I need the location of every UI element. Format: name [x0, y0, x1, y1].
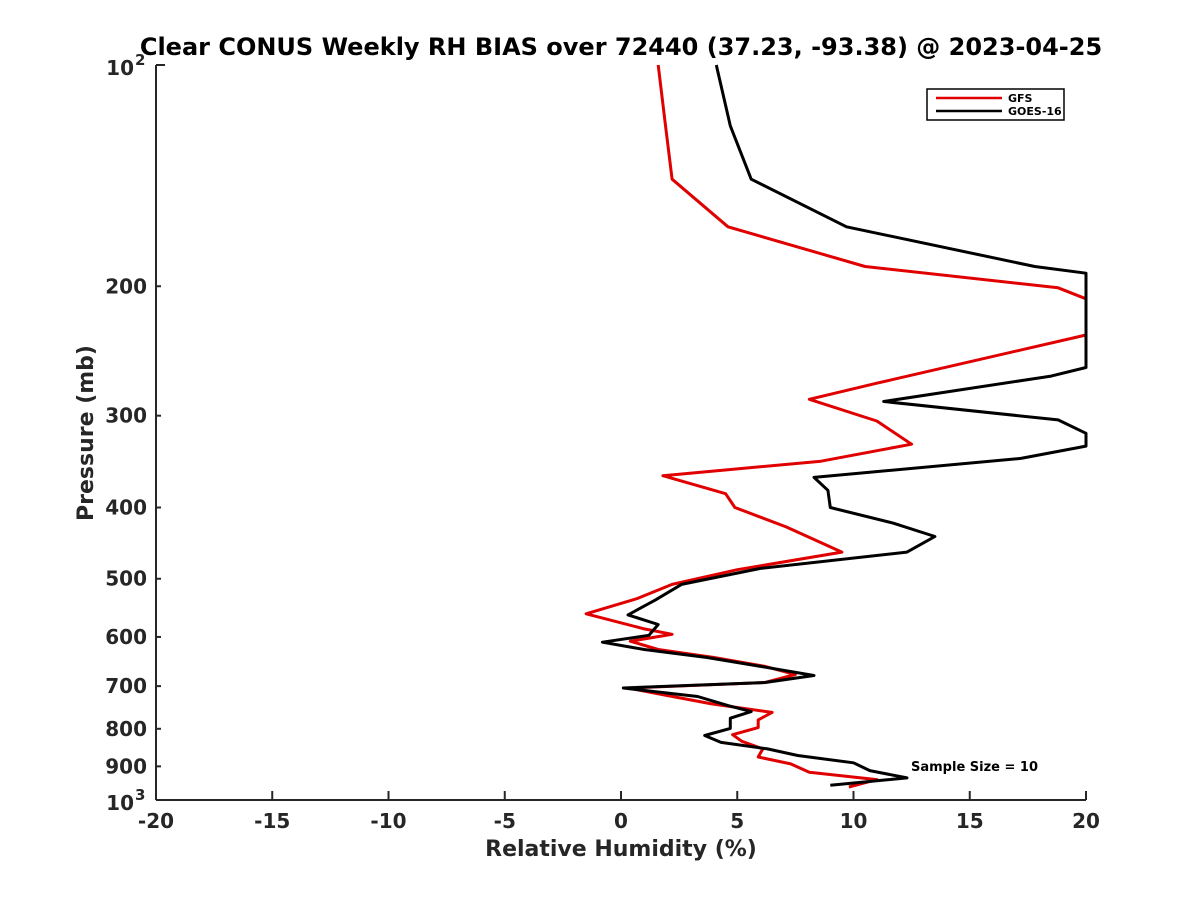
y-tick-label: 700 — [105, 674, 147, 698]
series-line-goes-16 — [600, 64, 1088, 787]
x-tick-label: 20 — [1072, 809, 1100, 833]
y-tick-label: 200 — [105, 274, 147, 298]
plot-area: -20 -15 -10 -5 0 5 10 15 20 10 220030040050060070… — [105, 51, 1100, 833]
y-tick-exponent: 3 — [135, 786, 145, 804]
series-line-gfs — [584, 64, 1088, 789]
plot-frame — [156, 65, 1086, 800]
x-tick-label: -20 — [138, 809, 174, 833]
legend-label-gfs: GFS — [1008, 92, 1033, 105]
x-tick-label: 15 — [956, 809, 984, 833]
y-tick-label: 500 — [105, 567, 147, 591]
x-axis-label: Relative Humidity (%) — [485, 837, 757, 862]
sample-size-annotation: Sample Size = 10 — [911, 760, 1038, 775]
legend-label-goes16: GOES-16 — [1008, 105, 1062, 118]
y-axis-label: Pressure (mb) — [74, 345, 99, 521]
y-tick-label: 10 — [106, 56, 134, 80]
legend: GFS GOES-16 — [926, 88, 1065, 121]
x-tick-label: 5 — [730, 809, 744, 833]
y-tick-label: 600 — [105, 625, 147, 649]
x-tick-label: 0 — [614, 809, 628, 833]
y-tick-label: 800 — [105, 717, 147, 741]
x-tick-label: 10 — [840, 809, 868, 833]
x-tick-label: -5 — [494, 809, 516, 833]
x-ticks: -20 -15 -10 -5 0 5 10 15 20 — [138, 791, 1100, 833]
y-tick-label: 400 — [105, 496, 147, 520]
y-tick-label: 10 — [106, 791, 134, 815]
y-tick-exponent: 2 — [135, 51, 145, 69]
x-tick-label: -10 — [370, 809, 406, 833]
y-tick-label: 300 — [105, 404, 147, 428]
legend-box — [926, 88, 1065, 121]
series-layer — [584, 64, 1088, 789]
chart-title: Clear CONUS Weekly RH BIAS over 72440 (3… — [140, 33, 1102, 61]
x-tick-label: -15 — [254, 809, 290, 833]
y-tick-label: 900 — [105, 754, 147, 778]
